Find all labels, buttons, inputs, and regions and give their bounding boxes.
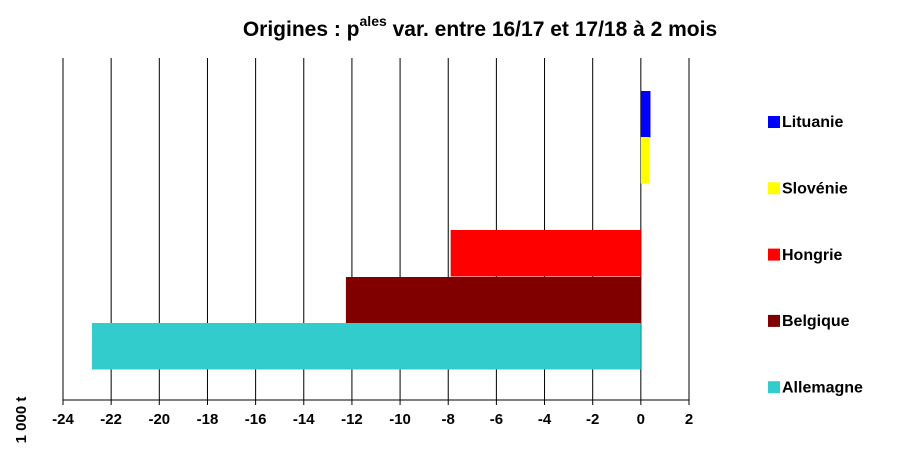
chart-title: Origines : pales var. entre 16/17 et 17/… — [243, 13, 717, 41]
x-tick-label: -14 — [293, 411, 315, 428]
legend-swatch — [768, 182, 780, 195]
bar — [450, 230, 641, 277]
x-tick-label: -18 — [197, 411, 219, 428]
bar — [91, 323, 641, 370]
x-tick-label: -2 — [586, 411, 599, 428]
legend-label: Belgique — [782, 313, 850, 330]
bar — [345, 277, 641, 324]
legend-label: Allemagne — [782, 379, 863, 396]
x-tick-label: -10 — [389, 411, 411, 428]
legend-label: Hongrie — [782, 247, 843, 264]
x-tick-label: -4 — [538, 411, 552, 428]
legend-swatch — [768, 116, 780, 128]
title-part: Origines : p — [243, 18, 360, 41]
x-tick-label: 0 — [637, 411, 645, 428]
title-superscript: ales — [360, 13, 387, 29]
y-axis-label: 1 000 t — [13, 397, 30, 444]
x-tick-label: -24 — [52, 411, 74, 428]
legend-swatch — [768, 381, 780, 394]
x-tick-label: -22 — [100, 411, 122, 428]
legend-label: Slovénie — [782, 181, 848, 198]
bar — [640, 91, 651, 138]
x-tick-label: -6 — [490, 411, 503, 428]
x-tick-label: -16 — [245, 411, 267, 428]
x-tick-label: -8 — [442, 411, 455, 428]
x-tick-label: -20 — [148, 411, 170, 428]
x-tick-label: 2 — [685, 411, 693, 428]
legend-label: Lituanie — [782, 114, 843, 131]
legend-swatch — [768, 314, 780, 327]
bar — [640, 137, 650, 184]
title-part: var. entre 16/17 et 17/18 à 2 mois — [387, 18, 717, 41]
legend-swatch — [768, 248, 780, 261]
x-tick-label: -12 — [341, 411, 363, 428]
